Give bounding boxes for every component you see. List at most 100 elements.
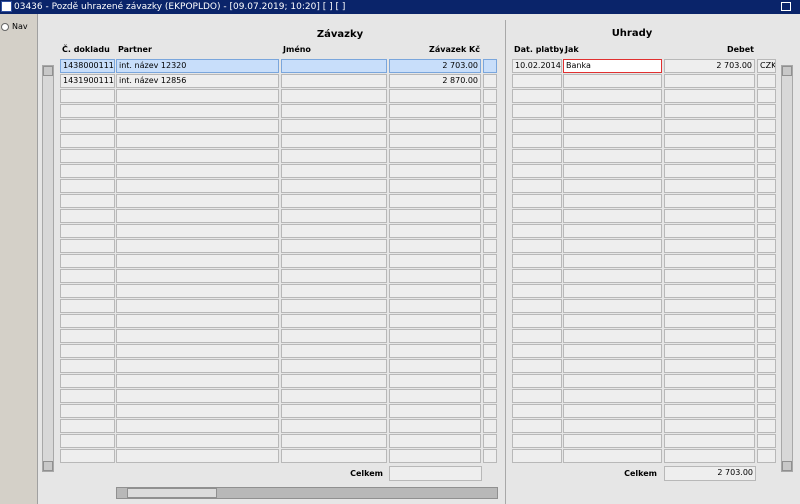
table-cell[interactable] [116,449,279,463]
table-cell[interactable] [512,134,562,148]
table-cell[interactable] [563,164,662,178]
table-cell[interactable] [512,254,562,268]
table-cell[interactable] [60,329,115,343]
total-field[interactable]: 2 703.00 [664,466,756,481]
table-cell[interactable] [512,314,562,328]
table-cell[interactable] [281,329,387,343]
radio-label[interactable]: Nav [12,22,28,31]
table-cell[interactable] [483,179,497,193]
table-cell[interactable] [281,179,387,193]
table-cell[interactable] [60,284,115,298]
table-cell[interactable] [116,284,279,298]
table-cell[interactable] [60,134,115,148]
table-cell[interactable] [281,209,387,223]
table-cell[interactable] [60,374,115,388]
table-cell[interactable] [60,434,115,448]
table-cell[interactable] [512,419,562,433]
table-cell[interactable] [116,344,279,358]
table-cell[interactable] [757,269,776,283]
table-cell[interactable] [60,344,115,358]
table-cell[interactable] [60,104,115,118]
table-cell[interactable] [116,134,279,148]
table-cell[interactable] [116,434,279,448]
table-cell[interactable] [512,209,562,223]
table-cell[interactable] [757,179,776,193]
table-cell[interactable] [563,449,662,463]
table-cell[interactable] [757,74,776,88]
table-cell[interactable] [60,449,115,463]
table-cell[interactable] [512,404,562,418]
table-cell[interactable] [389,104,481,118]
table-cell[interactable] [563,284,662,298]
table-cell[interactable] [116,104,279,118]
horizontal-scrollbar[interactable] [116,487,498,499]
table-cell[interactable]: 1431900111 [60,74,115,88]
table-cell[interactable]: 2 870.00 [389,74,481,88]
table-cell[interactable] [389,434,481,448]
table-cell[interactable] [563,194,662,208]
table-cell[interactable] [483,89,497,103]
scroll-down[interactable] [782,461,792,471]
table-cell[interactable] [116,239,279,253]
table-cell[interactable] [757,329,776,343]
table-cell[interactable] [116,89,279,103]
table-cell[interactable] [512,299,562,313]
vertical-scrollbar[interactable] [781,65,793,472]
table-cell[interactable] [664,419,755,433]
table-cell[interactable] [281,134,387,148]
table-cell[interactable] [563,74,662,88]
table-cell[interactable] [281,119,387,133]
table-cell[interactable] [389,389,481,403]
table-cell[interactable] [512,389,562,403]
table-cell[interactable]: CZK [757,59,776,73]
table-cell[interactable] [664,374,755,388]
table-cell[interactable] [664,239,755,253]
table-cell[interactable] [389,224,481,238]
table-cell[interactable] [389,404,481,418]
table-cell[interactable] [664,389,755,403]
table-cell[interactable] [757,149,776,163]
table-cell[interactable]: 2 703.00 [389,59,481,73]
table-cell[interactable] [483,239,497,253]
table-cell[interactable] [281,269,387,283]
table-cell[interactable] [281,449,387,463]
table-cell[interactable] [563,179,662,193]
table-cell[interactable] [563,419,662,433]
table-cell[interactable] [60,314,115,328]
table-cell[interactable] [281,344,387,358]
table-cell[interactable] [116,269,279,283]
table-cell[interactable] [563,209,662,223]
table-cell[interactable]: 1438000111 [60,59,115,73]
table-cell[interactable] [116,179,279,193]
table-cell[interactable] [664,224,755,238]
table-cell[interactable] [281,59,387,73]
table-cell[interactable] [60,149,115,163]
table-cell[interactable]: Banka [563,59,662,73]
table-cell[interactable] [563,374,662,388]
table-cell[interactable] [281,284,387,298]
table-cell[interactable] [281,359,387,373]
table-cell[interactable] [664,104,755,118]
table-cell[interactable] [116,329,279,343]
table-cell[interactable] [664,434,755,448]
table-cell[interactable] [116,404,279,418]
table-cell[interactable] [757,419,776,433]
scroll-up[interactable] [43,66,53,76]
table-cell[interactable] [60,239,115,253]
table-cell[interactable] [757,119,776,133]
table-cell[interactable] [60,179,115,193]
table-cell[interactable] [483,299,497,313]
table-cell[interactable] [483,404,497,418]
table-cell[interactable] [664,89,755,103]
table-cell[interactable] [757,404,776,418]
table-cell[interactable] [281,254,387,268]
table-cell[interactable] [512,239,562,253]
table-cell[interactable] [389,314,481,328]
total-field[interactable] [389,466,482,481]
table-cell[interactable] [483,224,497,238]
table-cell[interactable] [483,164,497,178]
table-cell[interactable] [757,374,776,388]
scroll-down[interactable] [43,461,53,471]
table-cell[interactable] [389,119,481,133]
table-cell[interactable]: 10.02.2014 [512,59,562,73]
